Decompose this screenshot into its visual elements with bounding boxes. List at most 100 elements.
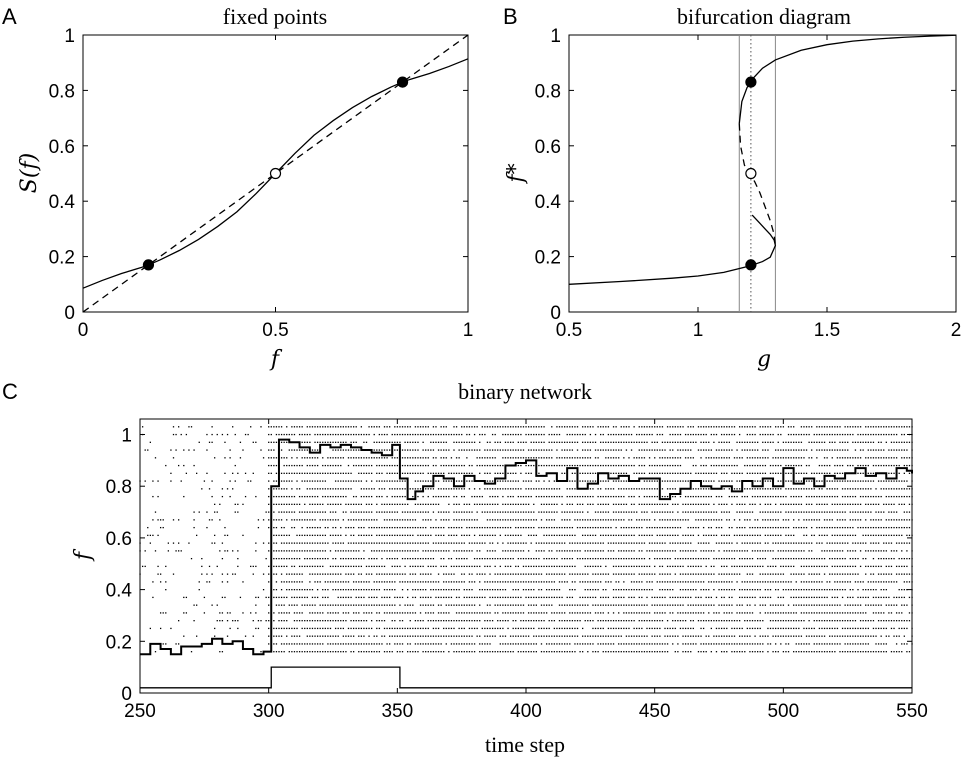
raster-dot — [898, 495, 900, 498]
raster-dot — [255, 627, 257, 630]
raster-dot — [648, 495, 651, 498]
stable-fixed-point — [745, 76, 757, 88]
raster-dot — [479, 573, 481, 575]
raster-dot — [574, 612, 576, 614]
raster-dot — [322, 596, 324, 599]
raster-dot — [834, 612, 836, 614]
raster-dot — [378, 526, 381, 529]
raster-dot — [733, 488, 736, 490]
raster-dot — [780, 526, 782, 529]
raster-dot — [682, 612, 684, 614]
raster-dot — [808, 635, 810, 637]
raster-dot — [283, 503, 285, 506]
raster-dot — [409, 627, 411, 630]
raster-dot — [906, 534, 908, 537]
raster-dot — [702, 488, 705, 490]
raster-dot — [669, 557, 671, 560]
raster-dot — [715, 635, 718, 637]
raster-dot — [800, 589, 803, 591]
raster-dot — [733, 643, 736, 645]
panel-c: C binary network 250 300 350 400 450 500 55000… — [2, 379, 928, 757]
raster-dot — [885, 488, 887, 490]
raster-dot — [757, 557, 759, 560]
raster-dot — [569, 526, 571, 529]
raster-dot — [646, 573, 648, 575]
raster-dot — [463, 635, 465, 637]
raster-dot — [672, 519, 674, 521]
raster-dot — [293, 503, 296, 506]
raster-dot — [584, 573, 586, 575]
raster-dot — [396, 511, 399, 513]
raster-dot — [852, 557, 854, 560]
raster-dot — [597, 503, 599, 506]
raster-dot — [787, 651, 790, 653]
raster-dot — [425, 643, 427, 645]
raster-dot — [834, 651, 836, 653]
raster-dot — [458, 581, 460, 583]
raster-dot — [283, 534, 285, 537]
raster-dot — [582, 573, 584, 575]
raster-dot — [476, 612, 478, 614]
raster-dot — [651, 503, 653, 506]
raster-dot — [407, 503, 409, 506]
raster-dot — [643, 651, 646, 653]
raster-dot — [159, 612, 162, 614]
raster-dot — [648, 589, 651, 591]
raster-dot — [283, 643, 285, 645]
raster-dot — [386, 519, 388, 521]
raster-dot — [334, 604, 337, 606]
raster-dot — [615, 542, 617, 544]
raster-dot — [316, 526, 319, 529]
raster-dot — [296, 612, 298, 614]
raster-dot — [455, 519, 458, 521]
raster-dot — [618, 612, 620, 614]
raster-dot — [695, 573, 697, 575]
raster-dot — [419, 581, 422, 583]
raster-dot — [831, 627, 833, 630]
raster-dot — [798, 503, 800, 506]
raster-dot — [553, 495, 556, 498]
raster-dot — [690, 550, 692, 552]
raster-dot — [268, 542, 270, 544]
raster-dot — [533, 651, 535, 653]
raster-dot — [607, 519, 610, 521]
raster-dot — [813, 596, 815, 599]
raster-dot — [762, 573, 764, 575]
raster-dot — [762, 604, 764, 606]
raster-dot — [911, 596, 913, 599]
raster-dot — [720, 557, 723, 560]
raster-dot — [316, 511, 319, 513]
raster-dot — [311, 503, 314, 506]
raster-dot — [852, 604, 854, 606]
raster-dot — [432, 565, 435, 568]
raster-dot — [545, 581, 548, 583]
raster-dot — [268, 526, 270, 529]
raster-dot — [371, 612, 373, 614]
raster-dot — [903, 620, 905, 622]
raster-dot — [749, 627, 751, 630]
raster-dot — [190, 557, 193, 560]
raster-dot — [654, 635, 656, 637]
raster-dot — [165, 589, 167, 591]
raster-dot — [332, 589, 334, 591]
raster-dot — [316, 651, 319, 653]
raster-dot — [592, 503, 594, 506]
raster-dot — [304, 604, 306, 606]
raster-dot — [839, 581, 841, 583]
raster-dot — [720, 589, 723, 591]
raster-dot — [664, 589, 666, 591]
raster-dot — [618, 635, 620, 637]
raster-dot — [803, 488, 805, 490]
raster-dot — [893, 519, 895, 521]
raster-dot — [790, 503, 792, 506]
raster-dot — [715, 651, 718, 653]
raster-dot — [867, 620, 869, 622]
raster-dot — [630, 488, 633, 490]
raster-dot — [332, 557, 334, 560]
raster-dot — [769, 627, 772, 630]
raster-dot — [352, 511, 355, 513]
raster-dot — [674, 503, 676, 506]
raster-dot — [533, 488, 535, 490]
raster-dot — [419, 573, 422, 575]
raster-dot — [427, 620, 429, 622]
